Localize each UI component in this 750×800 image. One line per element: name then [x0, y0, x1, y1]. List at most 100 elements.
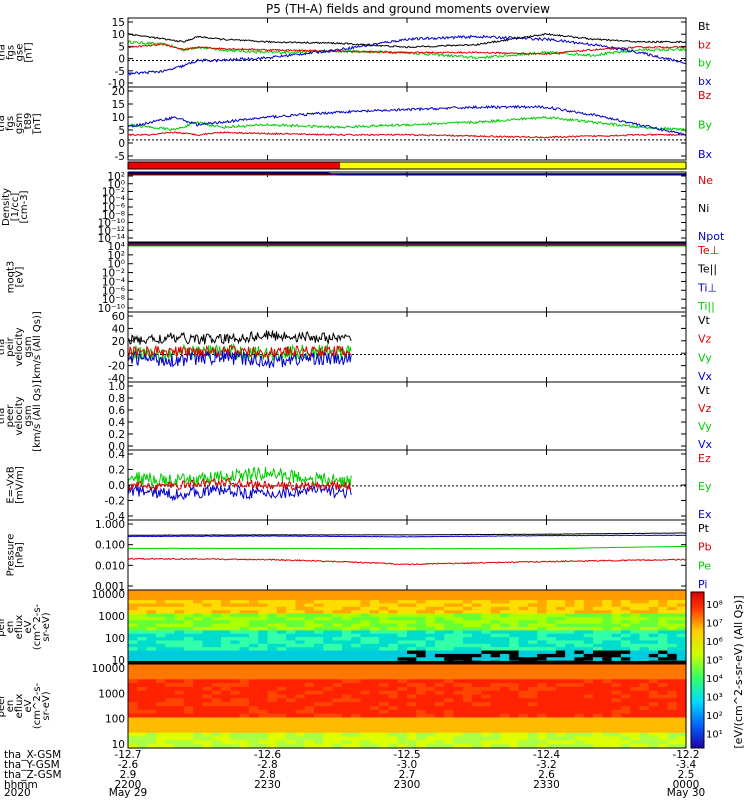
spectrogram-cell — [341, 706, 352, 711]
spectrogram-cell — [137, 616, 148, 621]
spectrogram-cell — [202, 740, 213, 745]
spectrogram-cell — [295, 675, 306, 680]
spectrogram-cell — [174, 600, 185, 605]
ylabel-line: peir — [0, 616, 7, 636]
spectrogram-cell — [351, 593, 362, 598]
spectrogram-cell — [490, 613, 501, 618]
spectrogram-cell — [574, 640, 585, 645]
spectrogram-cell — [527, 667, 538, 673]
spectrogram-cell — [416, 709, 427, 715]
spectrogram-cell — [230, 603, 241, 608]
spectrogram-cell — [323, 679, 334, 684]
spectrogram-cell — [341, 637, 352, 642]
spectrogram-cell — [388, 613, 399, 618]
spectrogram-cell — [388, 675, 399, 680]
spectrogram-cell — [481, 647, 492, 652]
spectrogram-cell — [537, 593, 548, 598]
spectrogram-cell — [462, 633, 473, 638]
spectrogram-cell — [239, 623, 250, 628]
spectrogram-cell — [202, 600, 213, 605]
spectrogram-cell — [425, 627, 436, 631]
spectrogram-cell — [258, 623, 269, 628]
spectrogram-cell — [658, 590, 668, 594]
spectrogram-cell — [221, 740, 231, 745]
spectrogram-cell — [155, 702, 166, 707]
spectrogram-cell — [462, 664, 473, 669]
spectrogram-cell — [593, 679, 603, 684]
ytick-label: 10⁻⁶ — [102, 202, 125, 214]
spectrogram-cell — [444, 616, 455, 621]
spectrogram-cell — [276, 647, 287, 652]
spectrogram-cell — [397, 675, 408, 680]
spectrogram-cell — [676, 713, 687, 719]
spectrogram-cell — [648, 721, 659, 726]
spectrogram-cell — [574, 633, 585, 638]
spectrogram-cell — [314, 664, 324, 669]
spectrogram-cell — [667, 627, 678, 631]
spectrogram-cell — [537, 623, 548, 628]
spectrogram-cell — [397, 643, 408, 648]
spectrogram-cell — [211, 694, 222, 699]
spectrogram-cell — [258, 616, 269, 621]
legend-ti⊥: Ti⊥ — [697, 281, 717, 294]
spectrogram-cell — [221, 679, 231, 684]
spectrogram-cell — [379, 643, 389, 648]
spectrogram-cell — [193, 740, 203, 745]
spectrogram-cell — [444, 643, 455, 648]
spectrogram-cell — [583, 717, 594, 722]
spectrogram-cell — [546, 643, 557, 648]
spectrogram-cell — [416, 683, 427, 688]
spectrogram-cell — [565, 728, 575, 734]
spectrogram-cell — [146, 616, 157, 621]
spectrogram-cell — [351, 603, 362, 608]
ylabel-line: sr-eV) — [41, 691, 52, 720]
spectrogram-cell — [379, 706, 389, 711]
spectrogram-cell — [518, 647, 529, 652]
spectrogram-cell — [183, 717, 194, 722]
spectrogram-cell — [453, 647, 464, 652]
spectrogram-cell — [137, 721, 148, 726]
spectrogram-cell — [546, 717, 557, 722]
spectrogram-cell — [574, 709, 585, 715]
ytick-label: 0.4 — [108, 417, 125, 429]
spectrogram-cell — [676, 683, 687, 688]
spectrogram-cell — [155, 616, 166, 621]
spectrogram-cell — [360, 667, 371, 673]
spectrogram-cell — [137, 643, 148, 648]
legend-vz: Vz — [698, 402, 712, 415]
spectrogram-cell — [239, 657, 250, 662]
spectrogram-cell — [258, 657, 269, 662]
spectrogram-cell — [611, 606, 622, 611]
spectrogram-cell — [676, 643, 687, 648]
spectrogram-cell — [193, 633, 203, 638]
spectrogram-cell — [128, 725, 138, 730]
spectrogram-cell — [407, 740, 417, 745]
spectrogram-cell — [407, 675, 417, 680]
ytick-label: 10² — [107, 250, 125, 262]
spectrogram-cell — [174, 713, 185, 719]
spectrogram-cell — [583, 671, 594, 677]
spectrogram-cell — [388, 623, 399, 628]
spectrogram-cell — [155, 630, 166, 635]
spectrogram-cell — [369, 709, 380, 715]
spectrogram-cell — [193, 590, 203, 594]
spectrogram-cell — [295, 709, 306, 715]
spectrogram-cell — [165, 596, 176, 601]
spectrogram-cell — [248, 596, 259, 601]
spectrogram-cell — [527, 647, 538, 652]
spectrogram-cell — [481, 627, 492, 631]
legend-vt: Vt — [698, 384, 711, 397]
spectrogram-cell — [286, 630, 296, 635]
spectrogram-cell — [593, 713, 603, 719]
spectrogram-cell — [509, 683, 520, 688]
spectrogram-cell — [397, 744, 408, 749]
orbit-row-value: 2300 — [394, 779, 421, 791]
spectrogram-cell — [434, 694, 445, 699]
spectrogram-cell — [230, 606, 241, 611]
spectrogram-cell — [639, 698, 650, 703]
spectrogram-cell — [546, 709, 557, 715]
spectrogram-cell — [323, 590, 334, 594]
spectrogram-cell — [546, 740, 557, 745]
spectrogram-cell — [509, 657, 520, 662]
spectrogram-cell — [518, 667, 529, 673]
